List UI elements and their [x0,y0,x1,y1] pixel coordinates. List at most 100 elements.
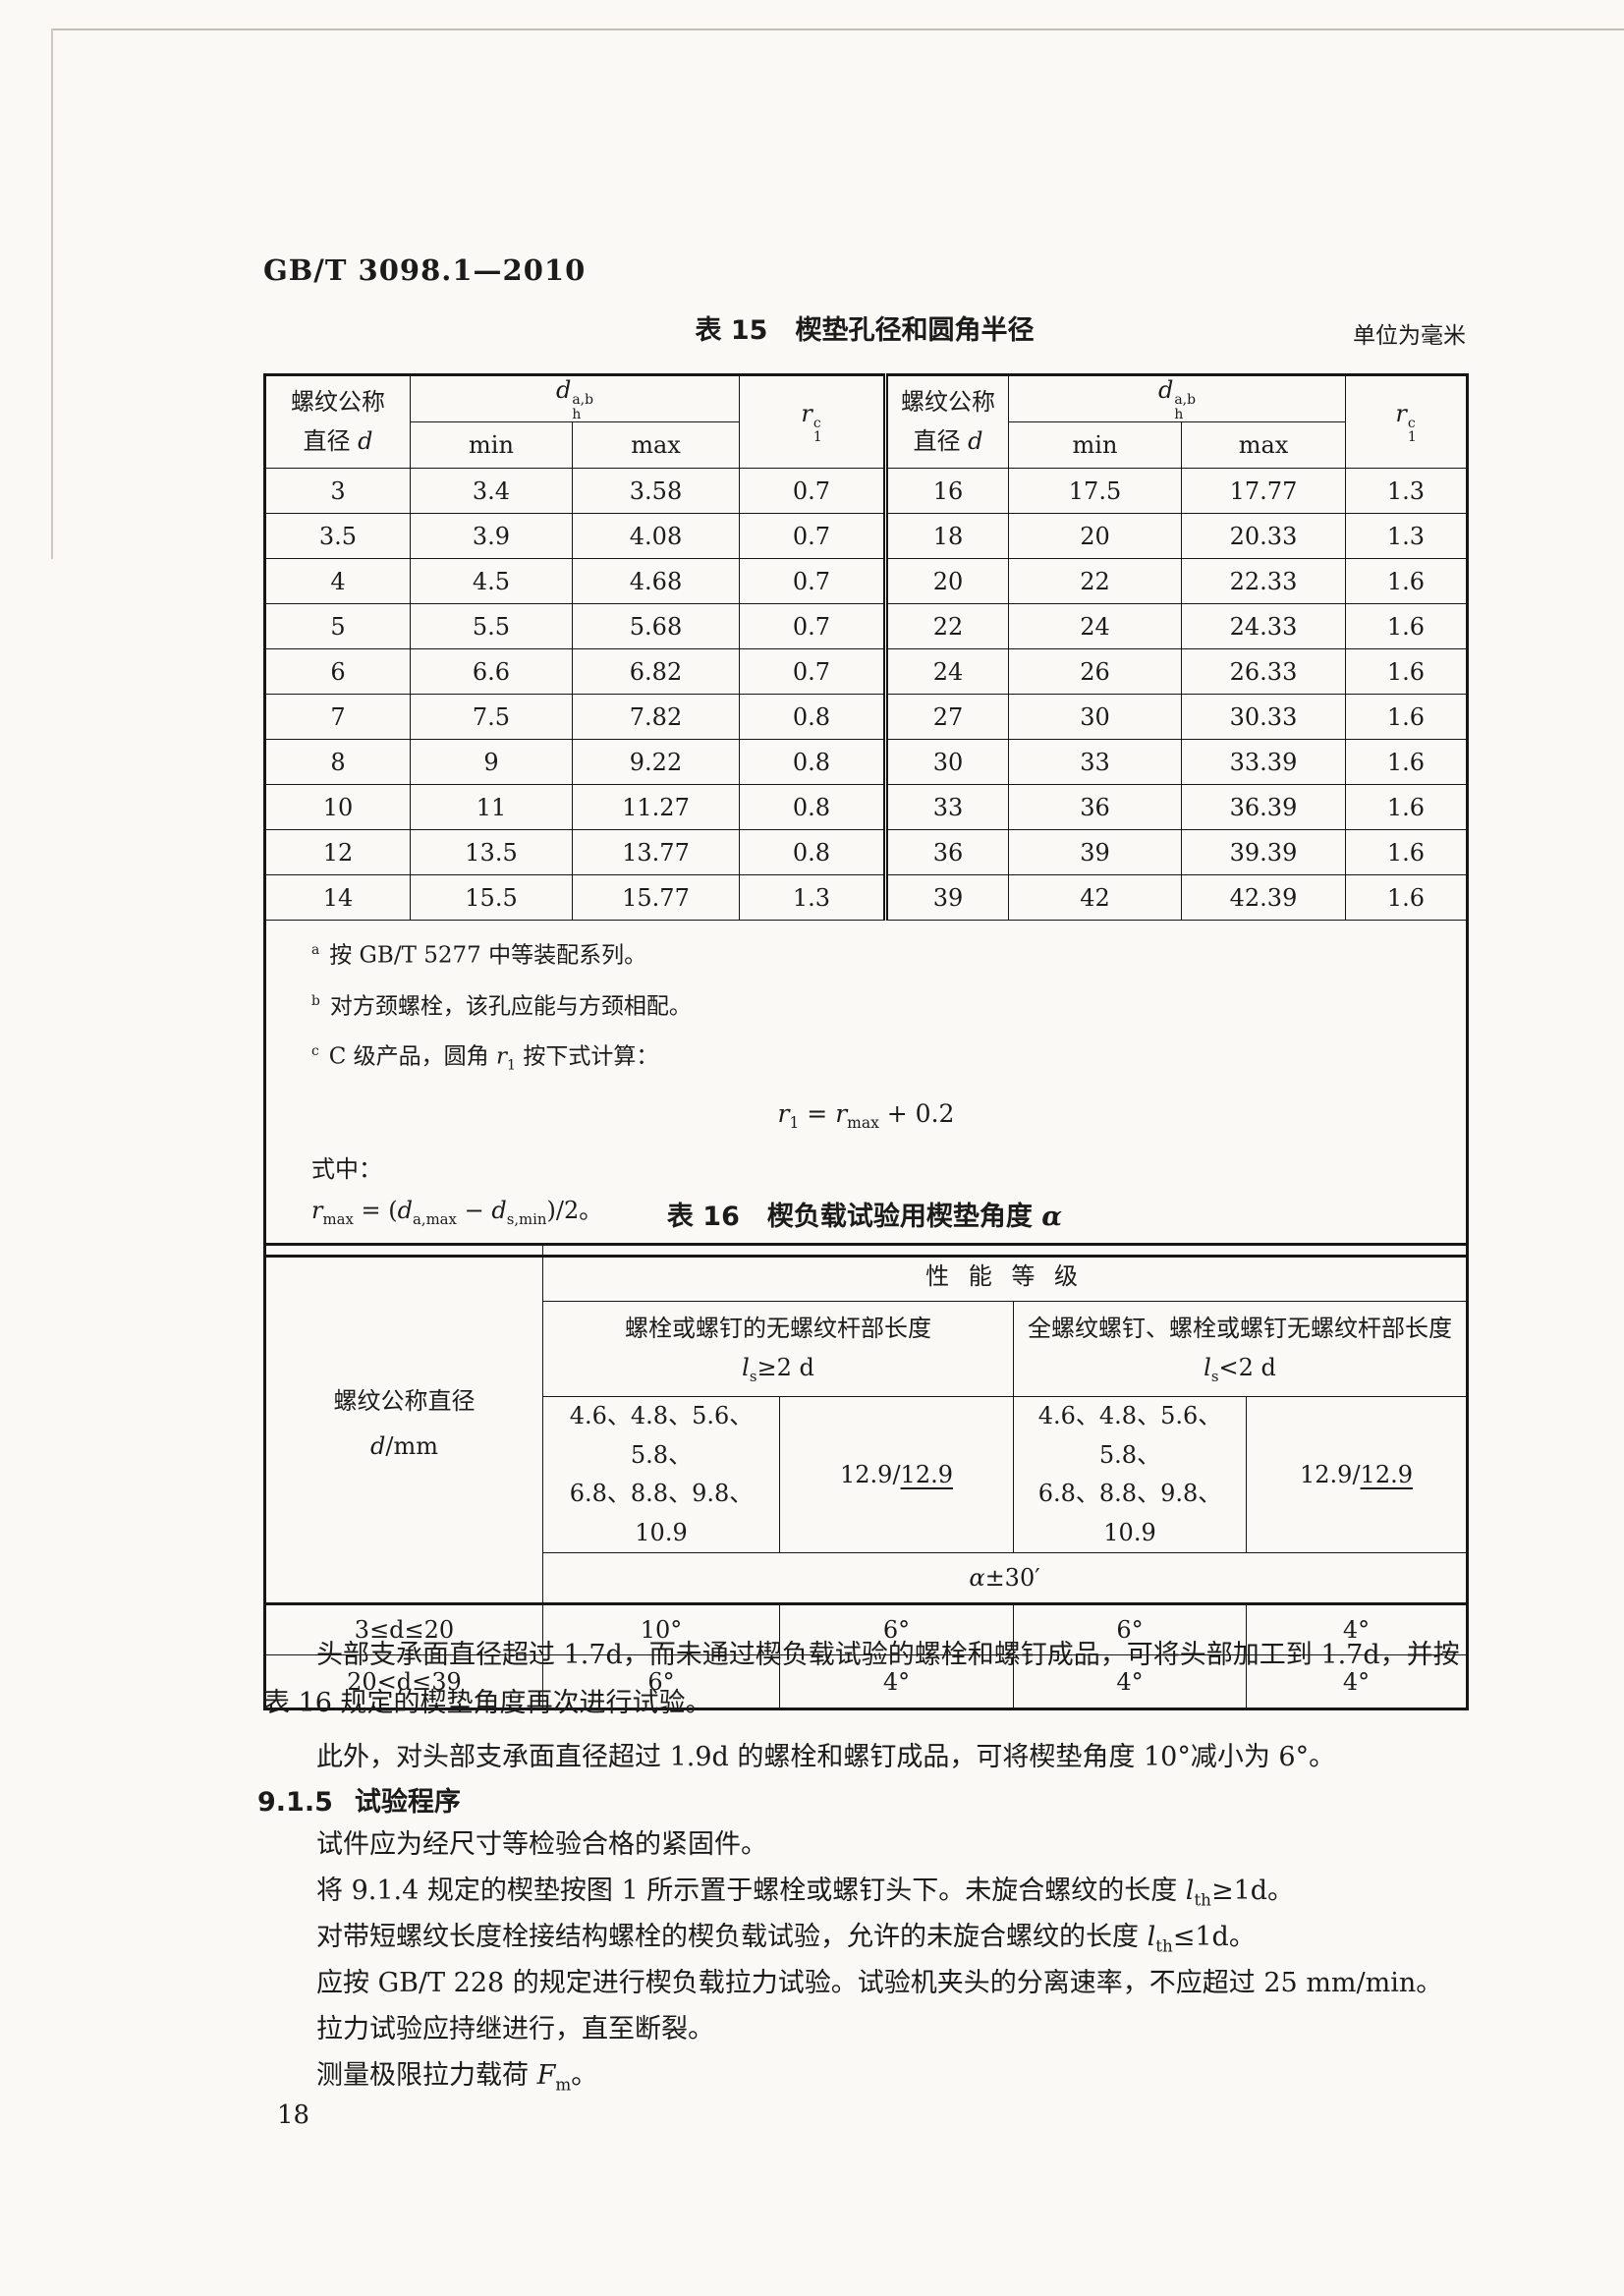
table16-class-row: 4.6、4.8、5.6、5.8、 6.8、8.8、9.8、10.9 12.9/1… [265,1395,1469,1554]
cell: 1.6 [1345,784,1468,831]
procedure-line: 拉力试验应持继进行，直至断裂。 [316,2014,714,2044]
table-row: 3 3.4 3.58 0.7 16 17.5 17.77 1.3 [264,468,1468,515]
range-cell: 20<d≤39 [264,1654,543,1710]
cell: 6 [264,648,411,696]
cell: 26 [1008,648,1182,696]
cell: 1.6 [1345,648,1468,696]
cell: 6° [779,1602,1014,1656]
cell: 4 [264,558,411,605]
cell: 26.33 [1181,648,1346,696]
cell: 24 [1008,603,1182,650]
cell: 3.4 [410,468,573,515]
table-row: 3≤d≤20 10° 6° 6° 4° [264,1602,1469,1656]
cell: 15.77 [572,874,740,922]
cell: 27 [883,694,1009,741]
cell: 1.6 [1345,829,1468,876]
cell: 1.6 [1345,558,1468,605]
page-number: 18 [277,2100,310,2130]
scan-edge-top [51,28,1624,30]
cell: 22 [1008,558,1182,605]
paragraph-angle-reduction: 此外，对头部支承面直径超过 1.9d 的螺栓和螺钉成品，可将楔垫角度 10°减小… [316,1742,1336,1772]
cell: 9.22 [572,739,740,786]
cell: 39 [1008,829,1182,876]
table-row: 10 11 11.27 0.8 33 36 36.39 1.6 [264,784,1468,831]
cell: 0.8 [739,784,886,831]
cell: 1.6 [1345,694,1468,741]
cell: 1.3 [1345,468,1468,515]
cell: 6.6 [410,648,573,696]
cell: 7.5 [410,694,573,741]
cell: 3.5 [264,513,411,560]
cell: 11 [410,784,573,831]
cell: 42 [1008,874,1182,922]
table15-caption-prefix: 表 15 [695,315,768,346]
section-number: 9.1.5 [257,1787,333,1818]
cell: 36 [1008,784,1182,831]
cell: 24 [883,648,1009,696]
cell: 3.58 [572,468,740,515]
footnote-b: b 对方颈螺栓，该孔应能与方颈相配。 [311,992,692,1020]
fully-threaded-group-header: 全螺纹螺钉、螺栓或螺钉无螺纹杆部长度 ls<2 d [1012,1301,1469,1397]
procedure-line: 试件应为经尺寸等检验合格的紧固件。 [316,1829,767,1860]
cell: 20.33 [1181,513,1346,560]
cell: 4° [1245,1602,1469,1656]
property-classes-cell: 4.6、4.8、5.6、5.8、 6.8、8.8、9.8、10.9 [1013,1395,1247,1554]
max-header: max [1181,421,1346,470]
cell: 24.33 [1181,603,1346,650]
table15-caption-text: 楔垫孔径和圆角半径 [795,315,1035,346]
rmax-formula: rmax = (da,max − ds,min)/2。 [311,1197,603,1229]
cell: 17.5 [1008,468,1182,515]
cell: 36 [883,829,1009,876]
cell: 12 [264,829,411,876]
thread-diameter-header: 螺纹公称直径 d/mm [264,1243,543,1605]
performance-class-header: 性 能 等 级 [541,1244,1469,1302]
cell: 4.5 [410,558,573,605]
cell: 1.3 [1345,513,1468,560]
cell: 20 [883,558,1009,605]
cell: 0.8 [739,694,886,741]
cell: 4° [1245,1654,1469,1710]
cell: 18 [883,513,1009,560]
cell: 33 [1008,739,1182,786]
property-classes-cell: 4.6、4.8、5.6、5.8、 6.8、8.8、9.8、10.9 [542,1395,780,1554]
table15-caption: 表 15 楔垫孔径和圆角半径 [263,308,1466,347]
table16-caption-prefix: 表 16 [666,1202,740,1232]
cell: 0.7 [739,603,886,650]
cell: 20 [1008,513,1182,560]
cell: 5.5 [410,603,573,650]
cell: 5.68 [572,603,740,650]
unit-note: 单位为毫米 [1353,323,1466,349]
procedure-line: 对带短螺纹长度栓接结构螺栓的楔负载试验，允许的未旋合螺纹的长度 lth≤1d。 [316,1922,1256,1956]
cell: 22 [883,603,1009,650]
dh-header: d a,b h [1008,373,1346,423]
cell: 0.7 [739,648,886,696]
table-row: 8 9 9.22 0.8 30 33 33.39 1.6 [264,739,1468,786]
table15-subheader-row: min max min max [265,421,1468,470]
cell: 10° [542,1602,780,1656]
grade-129-cell: 12.9/12.9 [779,1395,1014,1554]
cell: 3 [264,468,411,515]
table-row: 5 5.5 5.68 0.7 22 24 24.33 1.6 [264,603,1468,650]
cell: 39 [883,874,1009,922]
table16-wedge-angle-table: 螺纹公称直径 d/mm 性 能 等 级 螺栓或螺钉的无螺纹杆部长度 ls≥2 d… [263,1243,1470,1711]
cell: 16 [883,468,1009,515]
cell: 7 [264,694,411,741]
cell: 13.5 [410,829,573,876]
cell: 22.33 [1181,558,1346,605]
plain-shank-group-header: 螺栓或螺钉的无螺纹杆部长度 ls≥2 d [542,1301,1014,1397]
cell: 8 [264,739,411,786]
cell: 3.9 [410,513,573,560]
table-row: 7 7.5 7.82 0.8 27 30 30.33 1.6 [264,694,1468,741]
table-row: 20<d≤39 6° 4° 4° 4° [264,1654,1469,1710]
table-row: 14 15.5 15.77 1.3 39 42 42.39 1.6 [264,874,1468,922]
paragraph-head-bearing: 头部支承面直径超过 1.7d，而未通过楔负载试验的螺栓和螺钉成品，可将头部加工到… [263,1640,1460,1718]
table16-header-row: 螺纹公称直径 d/mm 性 能 等 级 [264,1243,1469,1605]
scan-edge-left [51,28,53,559]
cell: 36.39 [1181,784,1346,831]
